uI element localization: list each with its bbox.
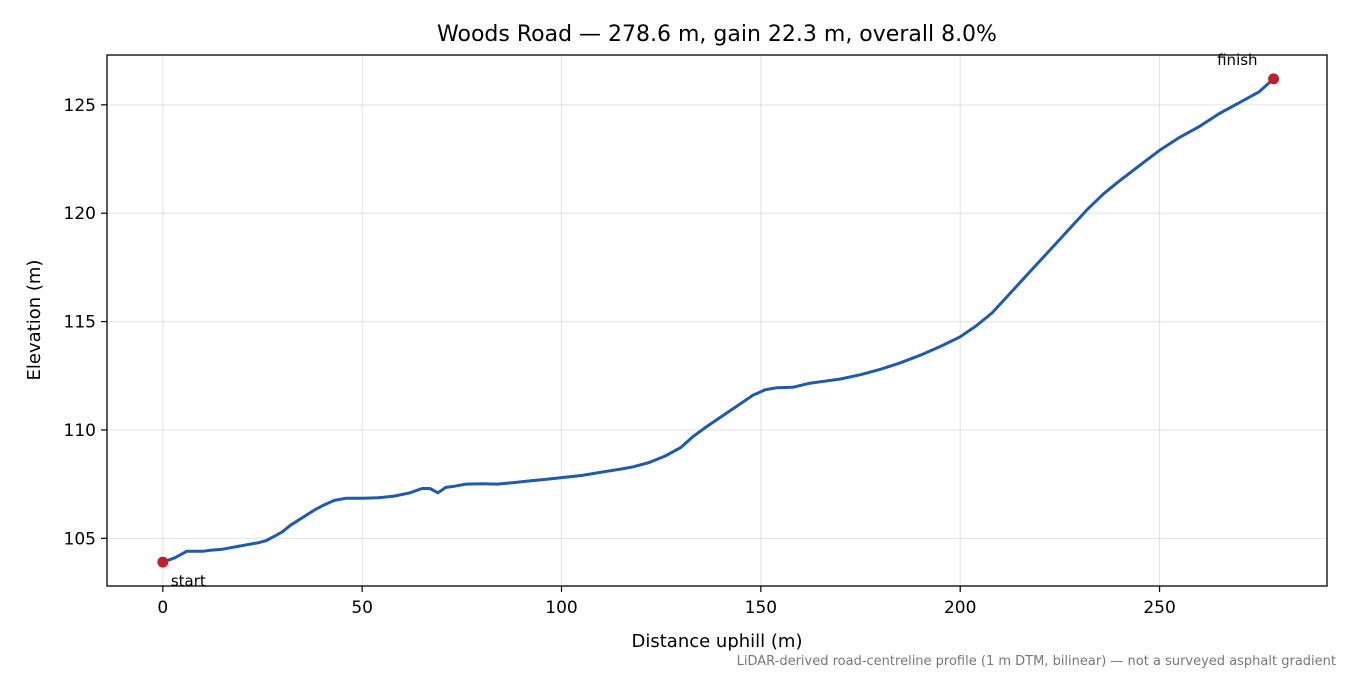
chart-title: Woods Road — 278.6 m, gain 22.3 m, overa… [437,22,997,47]
x-tick-label: 0 [157,598,168,618]
y-tick-label: 110 [64,421,96,441]
elevation-line [161,77,1276,564]
y-axis-label: Elevation (m) [24,260,45,381]
x-tick-label: 150 [745,598,777,618]
x-tick-label: 50 [351,598,373,618]
plot-frame [106,54,1328,587]
finish-label: finish [1217,51,1257,69]
y-tick-label: 105 [64,529,96,549]
grid-lines [107,55,1327,586]
x-tick-label: 100 [545,598,577,618]
y-tick-label: 120 [64,204,96,224]
footnote: LiDAR-derived road-centreline profile (1… [737,654,1336,669]
x-tick-label: 200 [944,598,976,618]
y-tick-label: 125 [64,96,96,116]
y-tick-label: 115 [64,313,96,333]
x-axis-label: Distance uphill (m) [632,631,803,652]
x-tick-label: 250 [1143,598,1175,618]
axis-ticks: 0 50 100 150 200 250 105 110 115 120 125 [64,96,1176,618]
start-label: start [171,572,206,590]
start-marker [157,556,169,568]
finish-marker [1268,73,1280,85]
